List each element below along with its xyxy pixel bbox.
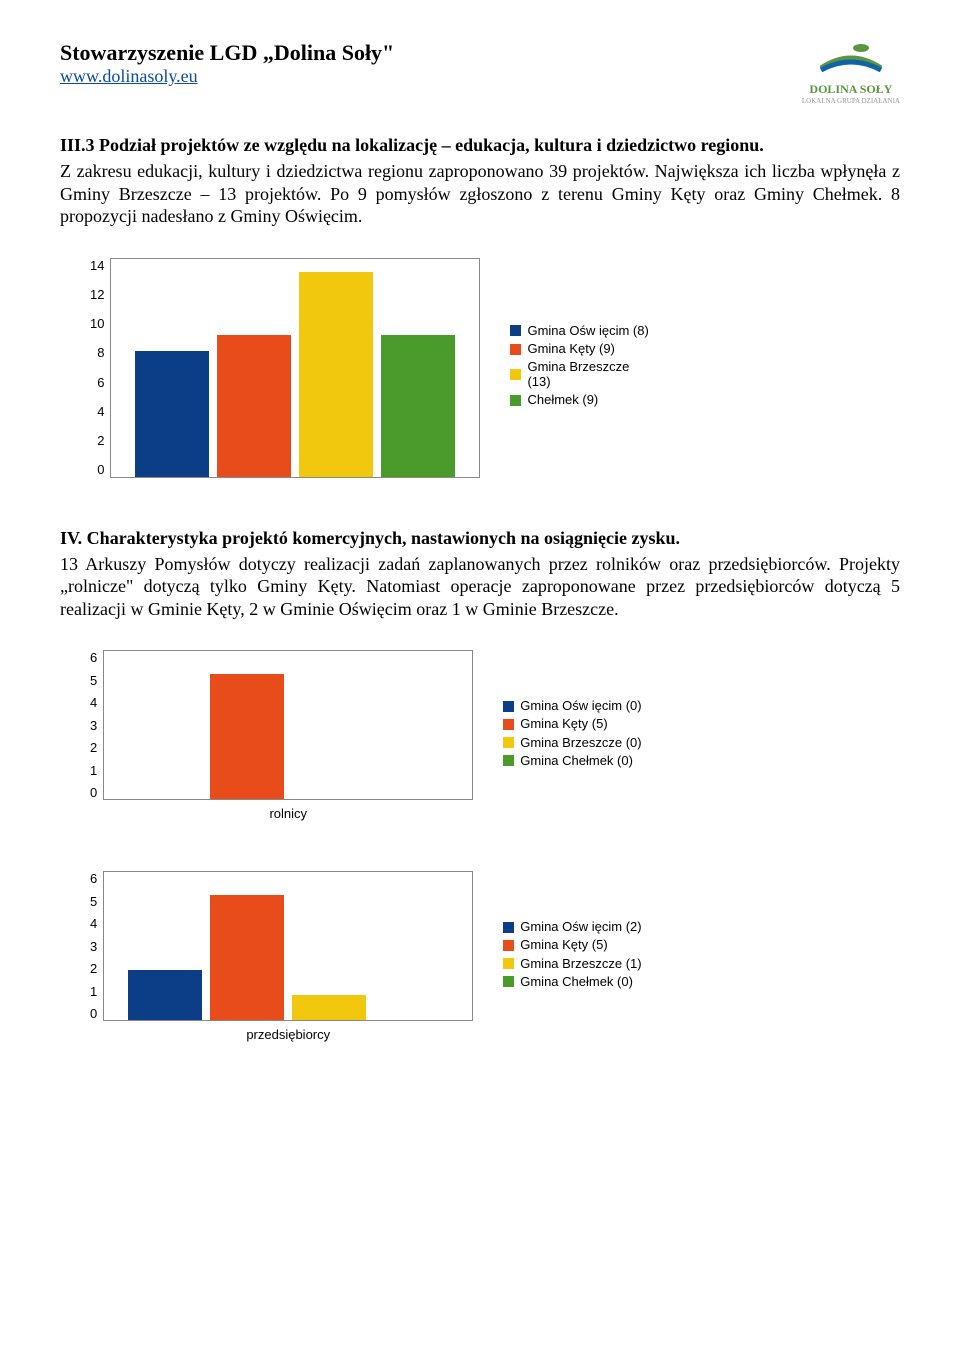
y-tick: 4 xyxy=(97,404,104,419)
y-tick: 6 xyxy=(90,650,97,665)
y-tick: 12 xyxy=(90,287,104,302)
legend-label: Gmina Kęty (9) xyxy=(527,342,614,356)
legend-label: Gmina Brzeszcze (1) xyxy=(520,957,641,971)
y-tick: 1 xyxy=(90,763,97,778)
section2-title: IV. Charakterystyka projektó komercyjnyc… xyxy=(60,528,900,549)
y-tick: 2 xyxy=(90,740,97,755)
chart1-plot xyxy=(110,258,480,478)
chart3-plot xyxy=(103,871,473,1021)
chart2-y-axis: 6 5 4 3 2 1 0 xyxy=(90,650,103,800)
legend-label: Gmina Ośw ięcim (2) xyxy=(520,920,641,934)
bar xyxy=(292,995,366,1020)
y-tick: 6 xyxy=(90,871,97,886)
legend-item: Gmina Chełmek (0) xyxy=(503,975,641,989)
legend-swatch xyxy=(503,976,514,987)
section1-title: III.3 Podział projektów ze względu na lo… xyxy=(60,135,900,156)
legend-swatch xyxy=(503,701,514,712)
chart1-y-axis: 14 12 10 8 6 4 2 0 xyxy=(90,258,110,478)
org-url-link[interactable]: www.dolinasoly.eu xyxy=(60,66,198,86)
legend-swatch xyxy=(510,344,521,355)
section2-body: 13 Arkuszy Pomysłów dotyczy realizacji z… xyxy=(60,553,900,621)
legend-label: Gmina Ośw ięcim (0) xyxy=(520,699,641,713)
legend-label: Gmina Brzeszcze (0) xyxy=(520,736,641,750)
legend-swatch xyxy=(510,325,521,336)
bar xyxy=(210,895,284,1020)
legend-swatch xyxy=(503,958,514,969)
legend-item: Gmina Brzeszcze (1) xyxy=(503,957,641,971)
page-header: Stowarzyszenie LGD „Dolina Soły" www.dol… xyxy=(60,40,900,105)
logo-subtext: LOKALNA GRUPA DZIAŁANIA xyxy=(802,97,900,105)
chart1: 14 12 10 8 6 4 2 0 Gmina Ośw ięcim (8) Gmina Kęt… xyxy=(90,258,900,478)
chart3-x-label: przedsiębiorcy xyxy=(246,1027,330,1042)
legend-swatch xyxy=(510,369,521,380)
chart2-legend: Gmina Ośw ięcim (0) Gmina Kęty (5) Gmina B… xyxy=(503,699,641,772)
y-tick: 0 xyxy=(90,785,97,800)
legend-label: Gmina Brzeszcze(13) xyxy=(527,360,629,389)
y-tick: 2 xyxy=(97,433,104,448)
bar xyxy=(128,970,202,1020)
legend-label: Chełmek (9) xyxy=(527,393,598,407)
logo: DOLINA SOŁY LOKALNA GRUPA DZIAŁANIA xyxy=(802,40,900,105)
y-tick: 2 xyxy=(90,961,97,976)
legend-swatch xyxy=(503,755,514,766)
y-tick: 10 xyxy=(90,316,104,331)
y-tick: 4 xyxy=(90,695,97,710)
y-tick: 4 xyxy=(90,916,97,931)
legend-label: Gmina Kęty (5) xyxy=(520,717,607,731)
legend-item: Gmina Ośw ięcim (2) xyxy=(503,920,641,934)
y-tick: 3 xyxy=(90,718,97,733)
y-tick: 8 xyxy=(97,345,104,360)
chart2-plot xyxy=(103,650,473,800)
legend-item: Gmina Ośw ięcim (8) xyxy=(510,324,648,338)
legend-item: Gmina Ośw ięcim (0) xyxy=(503,699,641,713)
y-tick: 0 xyxy=(90,1006,97,1021)
logo-icon xyxy=(811,40,891,80)
y-tick: 6 xyxy=(97,375,104,390)
legend-swatch xyxy=(503,719,514,730)
legend-item: Gmina Kęty (5) xyxy=(503,938,641,952)
chart1-area: 14 12 10 8 6 4 2 0 xyxy=(90,258,480,478)
y-tick: 0 xyxy=(97,462,104,477)
legend-item: Chełmek (9) xyxy=(510,393,648,407)
logo-text: DOLINA SOŁY xyxy=(809,82,892,97)
chart2-x-label: rolnicy xyxy=(269,806,307,821)
legend-label: Gmina Chełmek (0) xyxy=(520,754,633,768)
legend-item: Gmina Brzeszcze (0) xyxy=(503,736,641,750)
section1-body: Z zakresu edukacji, kultury i dziedzictw… xyxy=(60,160,900,228)
org-name: Stowarzyszenie LGD „Dolina Soły" xyxy=(60,40,394,66)
chart1-legend: Gmina Ośw ięcim (8) Gmina Kęty (9) Gmina B… xyxy=(510,324,648,411)
bar xyxy=(210,674,284,799)
legend-item: Gmina Chełmek (0) xyxy=(503,754,641,768)
header-left: Stowarzyszenie LGD „Dolina Soły" www.dol… xyxy=(60,40,394,87)
chart3: 6 5 4 3 2 1 0 przedsiębiorcy Gmina Ośw ięcim (… xyxy=(90,871,900,1042)
legend-label: Gmina Ośw ięcim (8) xyxy=(527,324,648,338)
bar xyxy=(217,335,291,476)
bar xyxy=(299,272,373,476)
legend-label: Gmina Kęty (5) xyxy=(520,938,607,952)
legend-swatch xyxy=(503,737,514,748)
chart2: 6543210 rolnicy Gmina Ośw ięcim (0)Gmina… xyxy=(90,650,900,821)
legend-label: Gmina Chełmek (0) xyxy=(520,975,633,989)
legend-item: Gmina Brzeszcze(13) xyxy=(510,360,648,389)
y-tick: 3 xyxy=(90,939,97,954)
y-tick: 5 xyxy=(90,894,97,909)
chart2-area: 6 5 4 3 2 1 0 rolnicy xyxy=(90,650,473,821)
chart3-y-axis: 6 5 4 3 2 1 0 xyxy=(90,871,103,1021)
chart3-area: 6 5 4 3 2 1 0 przedsiębiorcy xyxy=(90,871,473,1042)
y-tick: 1 xyxy=(90,984,97,999)
legend-item: Gmina Kęty (5) xyxy=(503,717,641,731)
bar xyxy=(381,335,455,476)
legend-swatch xyxy=(503,922,514,933)
bar xyxy=(135,351,209,477)
legend-swatch xyxy=(503,940,514,951)
legend-item: Gmina Kęty (9) xyxy=(510,342,648,356)
y-tick: 14 xyxy=(90,258,104,273)
y-tick: 5 xyxy=(90,673,97,688)
chart3-legend: Gmina Ośw ięcim (2) Gmina Kęty (5) Gmina B… xyxy=(503,920,641,993)
legend-swatch xyxy=(510,395,521,406)
